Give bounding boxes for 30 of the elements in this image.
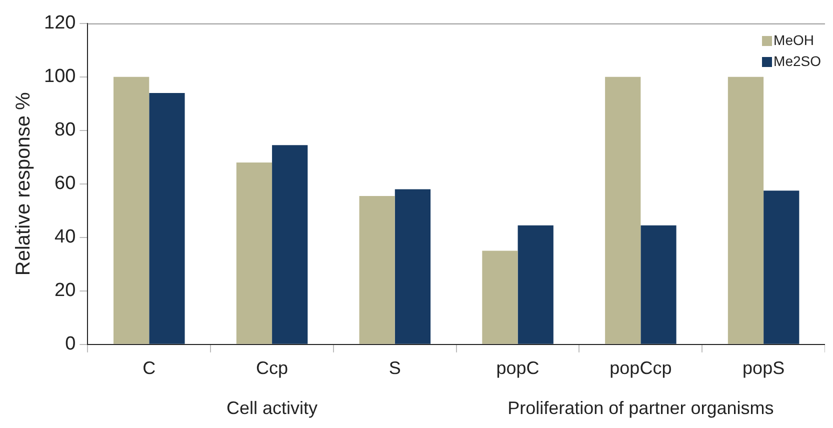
x-tick-label: popCcp <box>610 358 672 378</box>
bar <box>482 250 518 344</box>
bar <box>272 145 308 344</box>
bar <box>114 76 150 344</box>
text: Cell activity <box>226 398 318 418</box>
y-tick-label: 80 <box>54 120 76 141</box>
bar <box>149 92 185 344</box>
bar <box>359 196 395 344</box>
bar <box>764 190 800 344</box>
text: Proliferation of partner organisms <box>508 398 774 418</box>
bar <box>394 189 431 344</box>
y-axis-title: Relative response % <box>12 92 35 276</box>
y-tick-label: 60 <box>54 173 76 194</box>
x-tick-label: C <box>142 358 156 378</box>
bar <box>518 225 554 344</box>
y-tick-label: 100 <box>44 66 76 88</box>
bar <box>640 225 676 344</box>
y-tick-label: 40 <box>54 226 76 248</box>
bar <box>236 162 272 344</box>
x-tick-label: popC <box>496 358 540 378</box>
legend-label: MeOH <box>774 31 814 50</box>
bar <box>605 76 641 344</box>
bar <box>728 76 764 344</box>
x-tick-label: S <box>388 358 401 378</box>
y-tick-label: 20 <box>54 280 76 302</box>
y-tick-label: 0 <box>65 334 76 355</box>
x-tick-label: Ccp <box>256 358 288 378</box>
x-tick-label: popS <box>742 358 785 378</box>
y-tick-label: 120 <box>44 12 76 34</box>
legend-label: Me2SO <box>774 52 821 71</box>
